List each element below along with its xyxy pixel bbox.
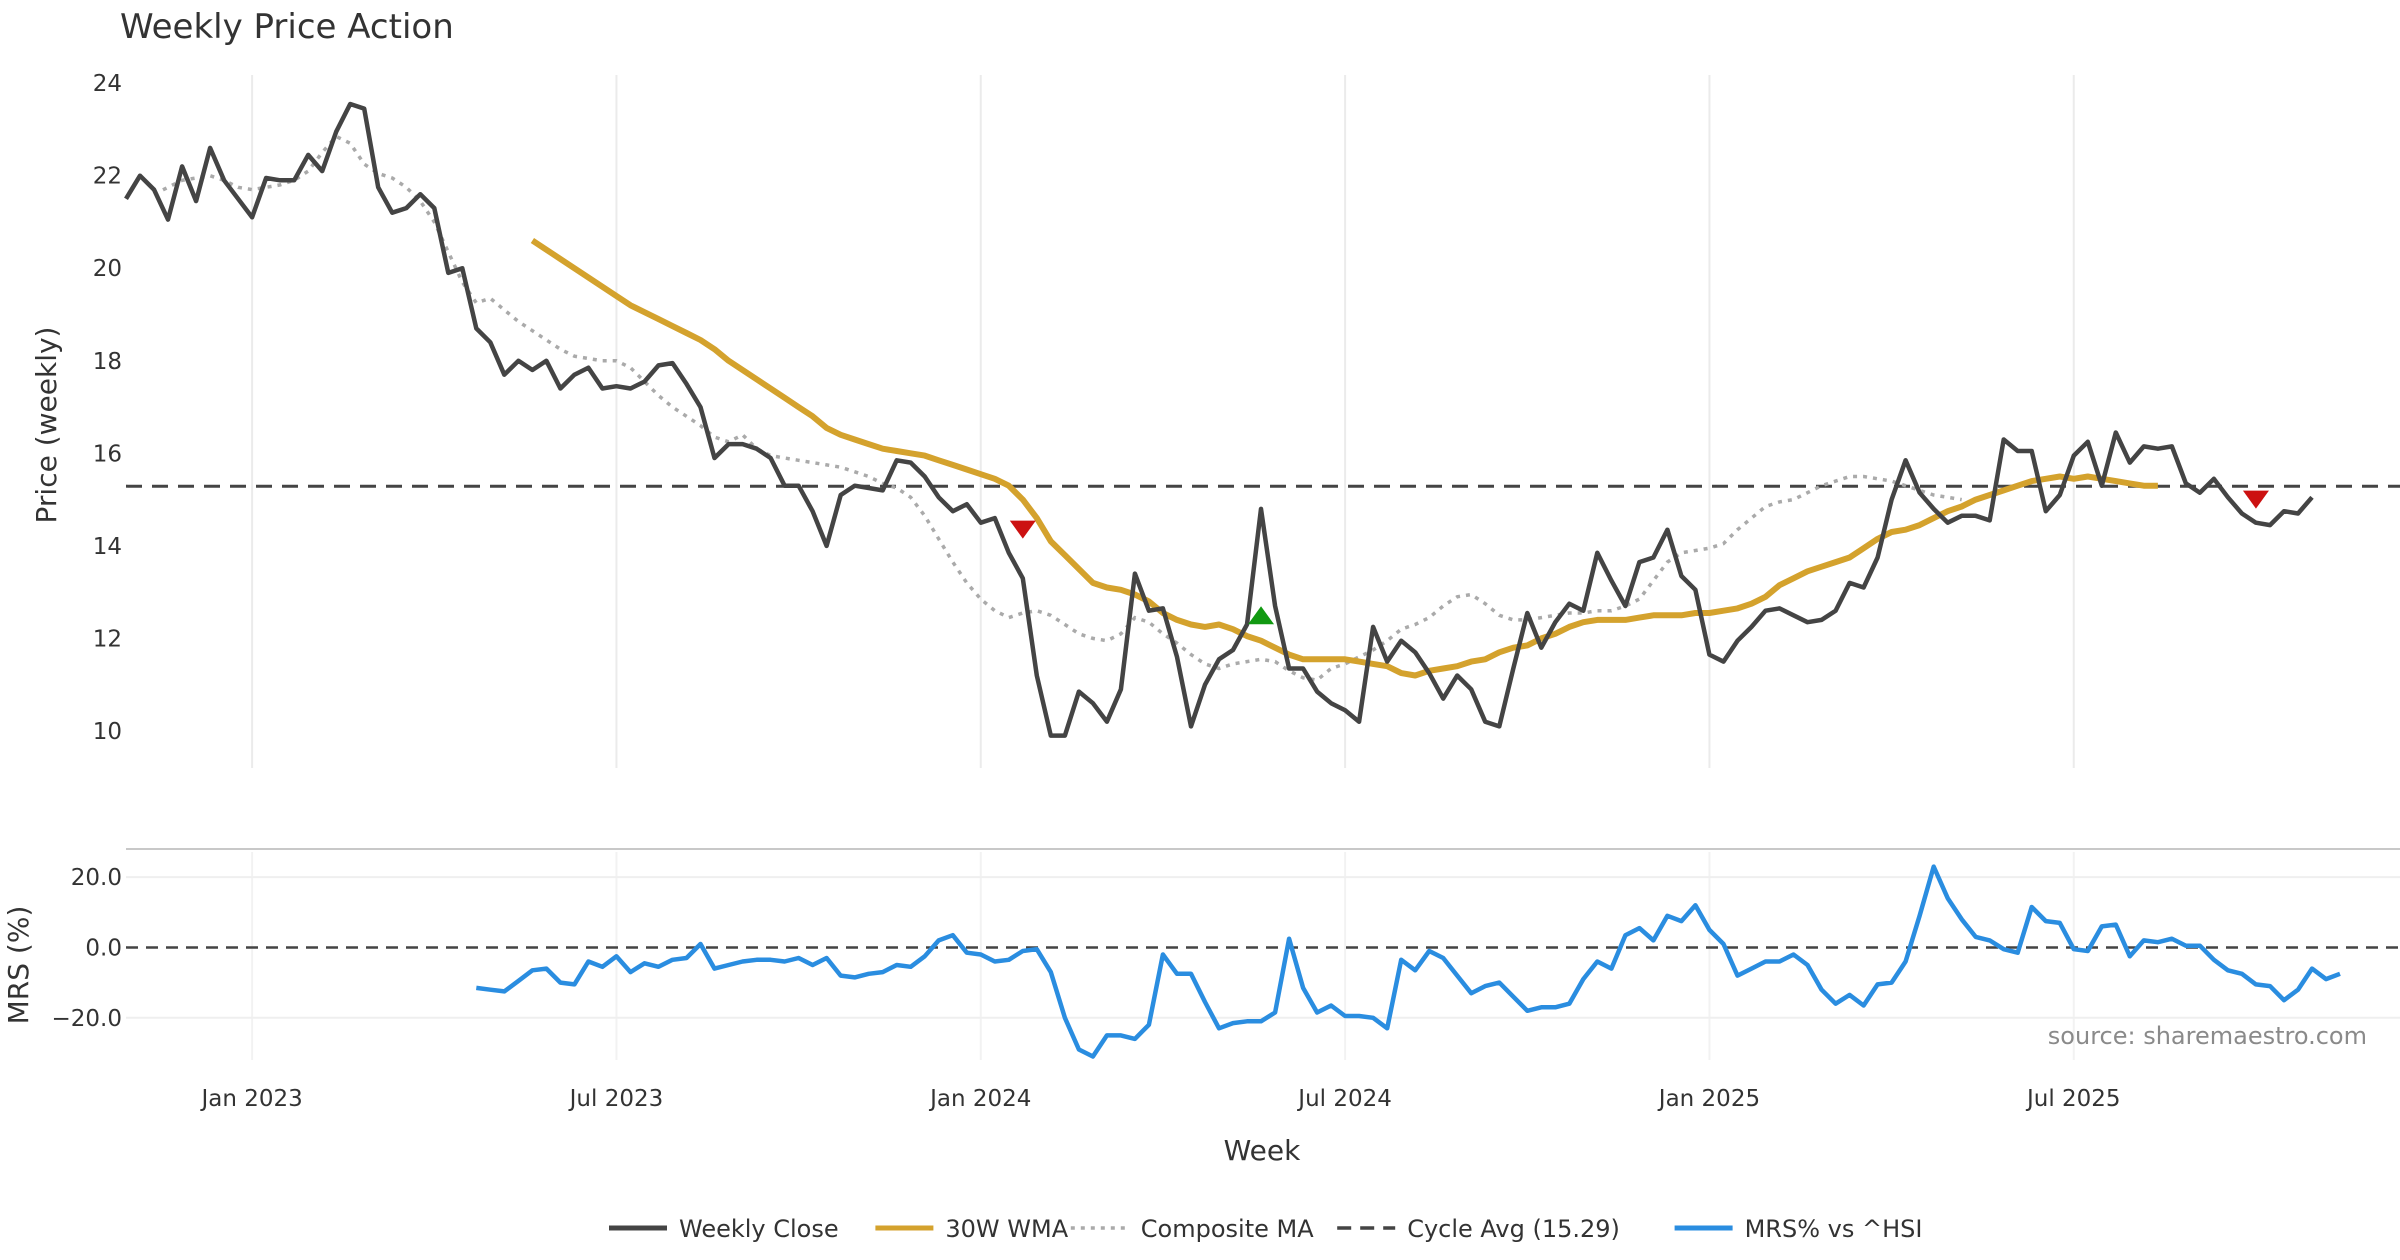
x-ticks: Jan 2023 Jul 2023 Jan 2024 Jul 2024 Jan 2025…: [199, 1086, 2120, 1112]
legend-item: Cycle Avg (15.29): [1337, 1215, 1620, 1243]
x-tick-label: Jul 2025: [2025, 1086, 2121, 1112]
legend-item: 30W WMA: [875, 1215, 1069, 1243]
composite-ma-line: [153, 134, 1962, 682]
price-y-axis-label: Price (weekly): [30, 327, 63, 524]
legend-item: MRS% vs ^HSI: [1674, 1215, 1923, 1243]
x-tick-label: Jan 2024: [928, 1086, 1031, 1112]
buy-signal-marker: [1248, 606, 1275, 625]
price-y-tick: 12: [93, 626, 122, 652]
legend-label: MRS% vs ^HSI: [1745, 1215, 1923, 1243]
price-y-tick: 18: [93, 349, 122, 375]
price-y-tick: 14: [93, 534, 122, 560]
source-note: source: sharemaestro.com: [2048, 1022, 2367, 1050]
x-axis-label: Week: [1224, 1134, 1301, 1167]
price-y-tick: 22: [93, 164, 122, 190]
legend-label: Weekly Close: [679, 1215, 839, 1243]
weekly-close-line: [124, 101, 2314, 738]
price-y-tick: 20: [93, 256, 122, 282]
legend-item: Weekly Close: [609, 1215, 839, 1243]
legend-label: Cycle Avg (15.29): [1407, 1215, 1620, 1243]
sell-signal-marker: [1009, 520, 1036, 539]
price-y-tick: 10: [93, 719, 122, 745]
x-tick-label: Jul 2024: [1296, 1086, 1392, 1112]
price-y-tick: 24: [93, 71, 122, 97]
mrs-y-tick: −20.0: [52, 1006, 122, 1032]
mrs-vs-hsi-line: [476, 864, 2341, 1059]
x-tick-label: Jan 2023: [199, 1086, 302, 1112]
price-y-tick: 16: [93, 441, 122, 467]
x-tick-label: Jul 2023: [568, 1086, 664, 1112]
mrs-y-ticks: 20.0 0.0 −20.0: [52, 865, 122, 1032]
x-tick-label: Jan 2025: [1657, 1086, 1760, 1112]
sell-signal-marker: [2242, 490, 2269, 509]
signal-markers: [1009, 490, 2269, 625]
mrs-y-axis-label: MRS (%): [2, 906, 35, 1025]
chart-title: Weekly Price Action: [120, 7, 454, 47]
legend-label: 30W WMA: [945, 1215, 1068, 1243]
legend: Weekly Close 30W WMA Composite MA Cycle Avg…: [609, 1215, 1922, 1243]
mrs-y-tick: 0.0: [85, 935, 122, 961]
price-grid: [251, 75, 2075, 768]
legend-item: Composite MA: [1070, 1215, 1314, 1243]
legend-label: Composite MA: [1141, 1215, 1314, 1243]
mrs-y-tick: 20.0: [71, 865, 122, 891]
price-y-ticks: 10 12 14 16 18 20 22 24: [93, 71, 122, 745]
wma-30w-line: [530, 237, 2158, 679]
